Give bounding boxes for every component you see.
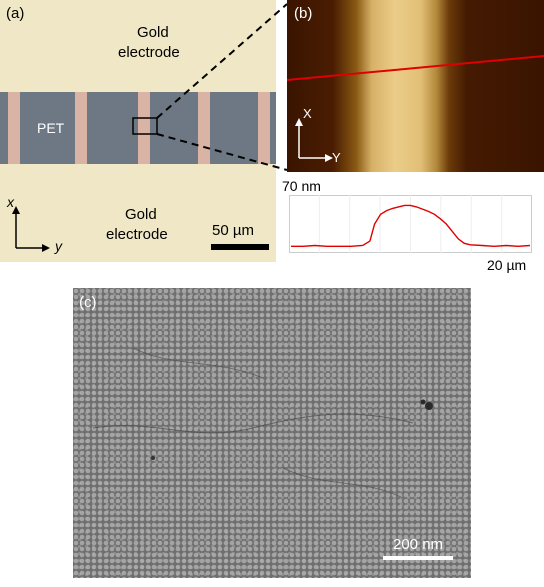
scalebar-50um bbox=[211, 244, 269, 250]
profile-top-label: 70 nm bbox=[282, 178, 321, 194]
afm-axis-x-label: X bbox=[303, 106, 312, 121]
axis-y-label: y bbox=[55, 238, 62, 254]
panel-a-label: (a) bbox=[6, 5, 25, 22]
afm-bright-stripe bbox=[287, 0, 544, 172]
afm-x-arrowhead bbox=[295, 118, 303, 126]
panel-c-sem-image bbox=[73, 288, 471, 578]
afm-y-arrowhead bbox=[325, 154, 333, 162]
profile-right-label: 20 µm bbox=[487, 257, 527, 273]
afm-profile-line bbox=[287, 55, 544, 81]
sem-nanoparticle-texture-overlay bbox=[73, 288, 471, 578]
top-electrode-label-line1: Gold bbox=[137, 24, 169, 41]
sem-crack bbox=[132, 347, 264, 379]
axis-x-label: x bbox=[7, 194, 14, 210]
sem-micrograph bbox=[73, 288, 471, 578]
channel-stripe bbox=[258, 92, 270, 164]
sem-crack bbox=[282, 467, 404, 499]
panel-b-label: (b) bbox=[294, 5, 313, 22]
optical-micrograph bbox=[0, 0, 276, 262]
sem-defect bbox=[425, 402, 433, 410]
x-axis-arrowhead bbox=[12, 206, 20, 214]
panel-b-afm-image bbox=[287, 0, 544, 172]
zoom-line-top bbox=[156, 3, 288, 119]
panel-c-label: (c) bbox=[79, 294, 97, 311]
panel-a-optical-image bbox=[0, 0, 276, 262]
sem-crack bbox=[92, 413, 414, 434]
top-electrode-label-line2: electrode bbox=[118, 44, 180, 61]
bottom-electrode-label-line1: Gold bbox=[125, 206, 157, 223]
channel-stripe bbox=[138, 92, 150, 164]
scalebar-c-label: 200 nm bbox=[393, 536, 444, 553]
channel-stripe bbox=[198, 92, 210, 164]
channel-stripe bbox=[8, 92, 20, 164]
afm-height-map bbox=[287, 0, 544, 172]
zoom-selection-box bbox=[132, 117, 158, 135]
zoom-line-bottom bbox=[156, 133, 288, 171]
y-axis-arrowhead bbox=[42, 244, 50, 252]
profile-grid bbox=[318, 195, 503, 253]
scalebar-a-label: 50 µm bbox=[212, 222, 254, 239]
profile-series-line bbox=[291, 204, 531, 248]
scalebar-200nm bbox=[383, 556, 453, 560]
channel-stripe bbox=[75, 92, 87, 164]
bottom-electrode-label-line2: electrode bbox=[106, 226, 168, 243]
afm-axis-y-label: Y bbox=[332, 150, 341, 165]
pet-label: PET bbox=[37, 120, 65, 136]
zoom-connector-lines bbox=[156, 3, 288, 171]
sem-defect bbox=[420, 399, 426, 405]
sem-defect bbox=[151, 456, 155, 460]
height-profile-chart bbox=[289, 195, 532, 253]
